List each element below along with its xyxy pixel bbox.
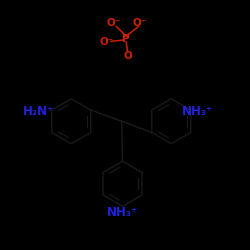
Text: NH₃⁺: NH₃⁺ [107,206,138,220]
Text: O⁻: O⁻ [106,18,121,28]
Text: O: O [123,51,132,61]
Text: O⁻: O⁻ [132,18,146,28]
Text: P: P [122,34,130,44]
Text: O⁻: O⁻ [100,37,114,47]
Text: H₂N⁺: H₂N⁺ [23,105,54,118]
Text: NH₃⁺: NH₃⁺ [182,105,213,118]
